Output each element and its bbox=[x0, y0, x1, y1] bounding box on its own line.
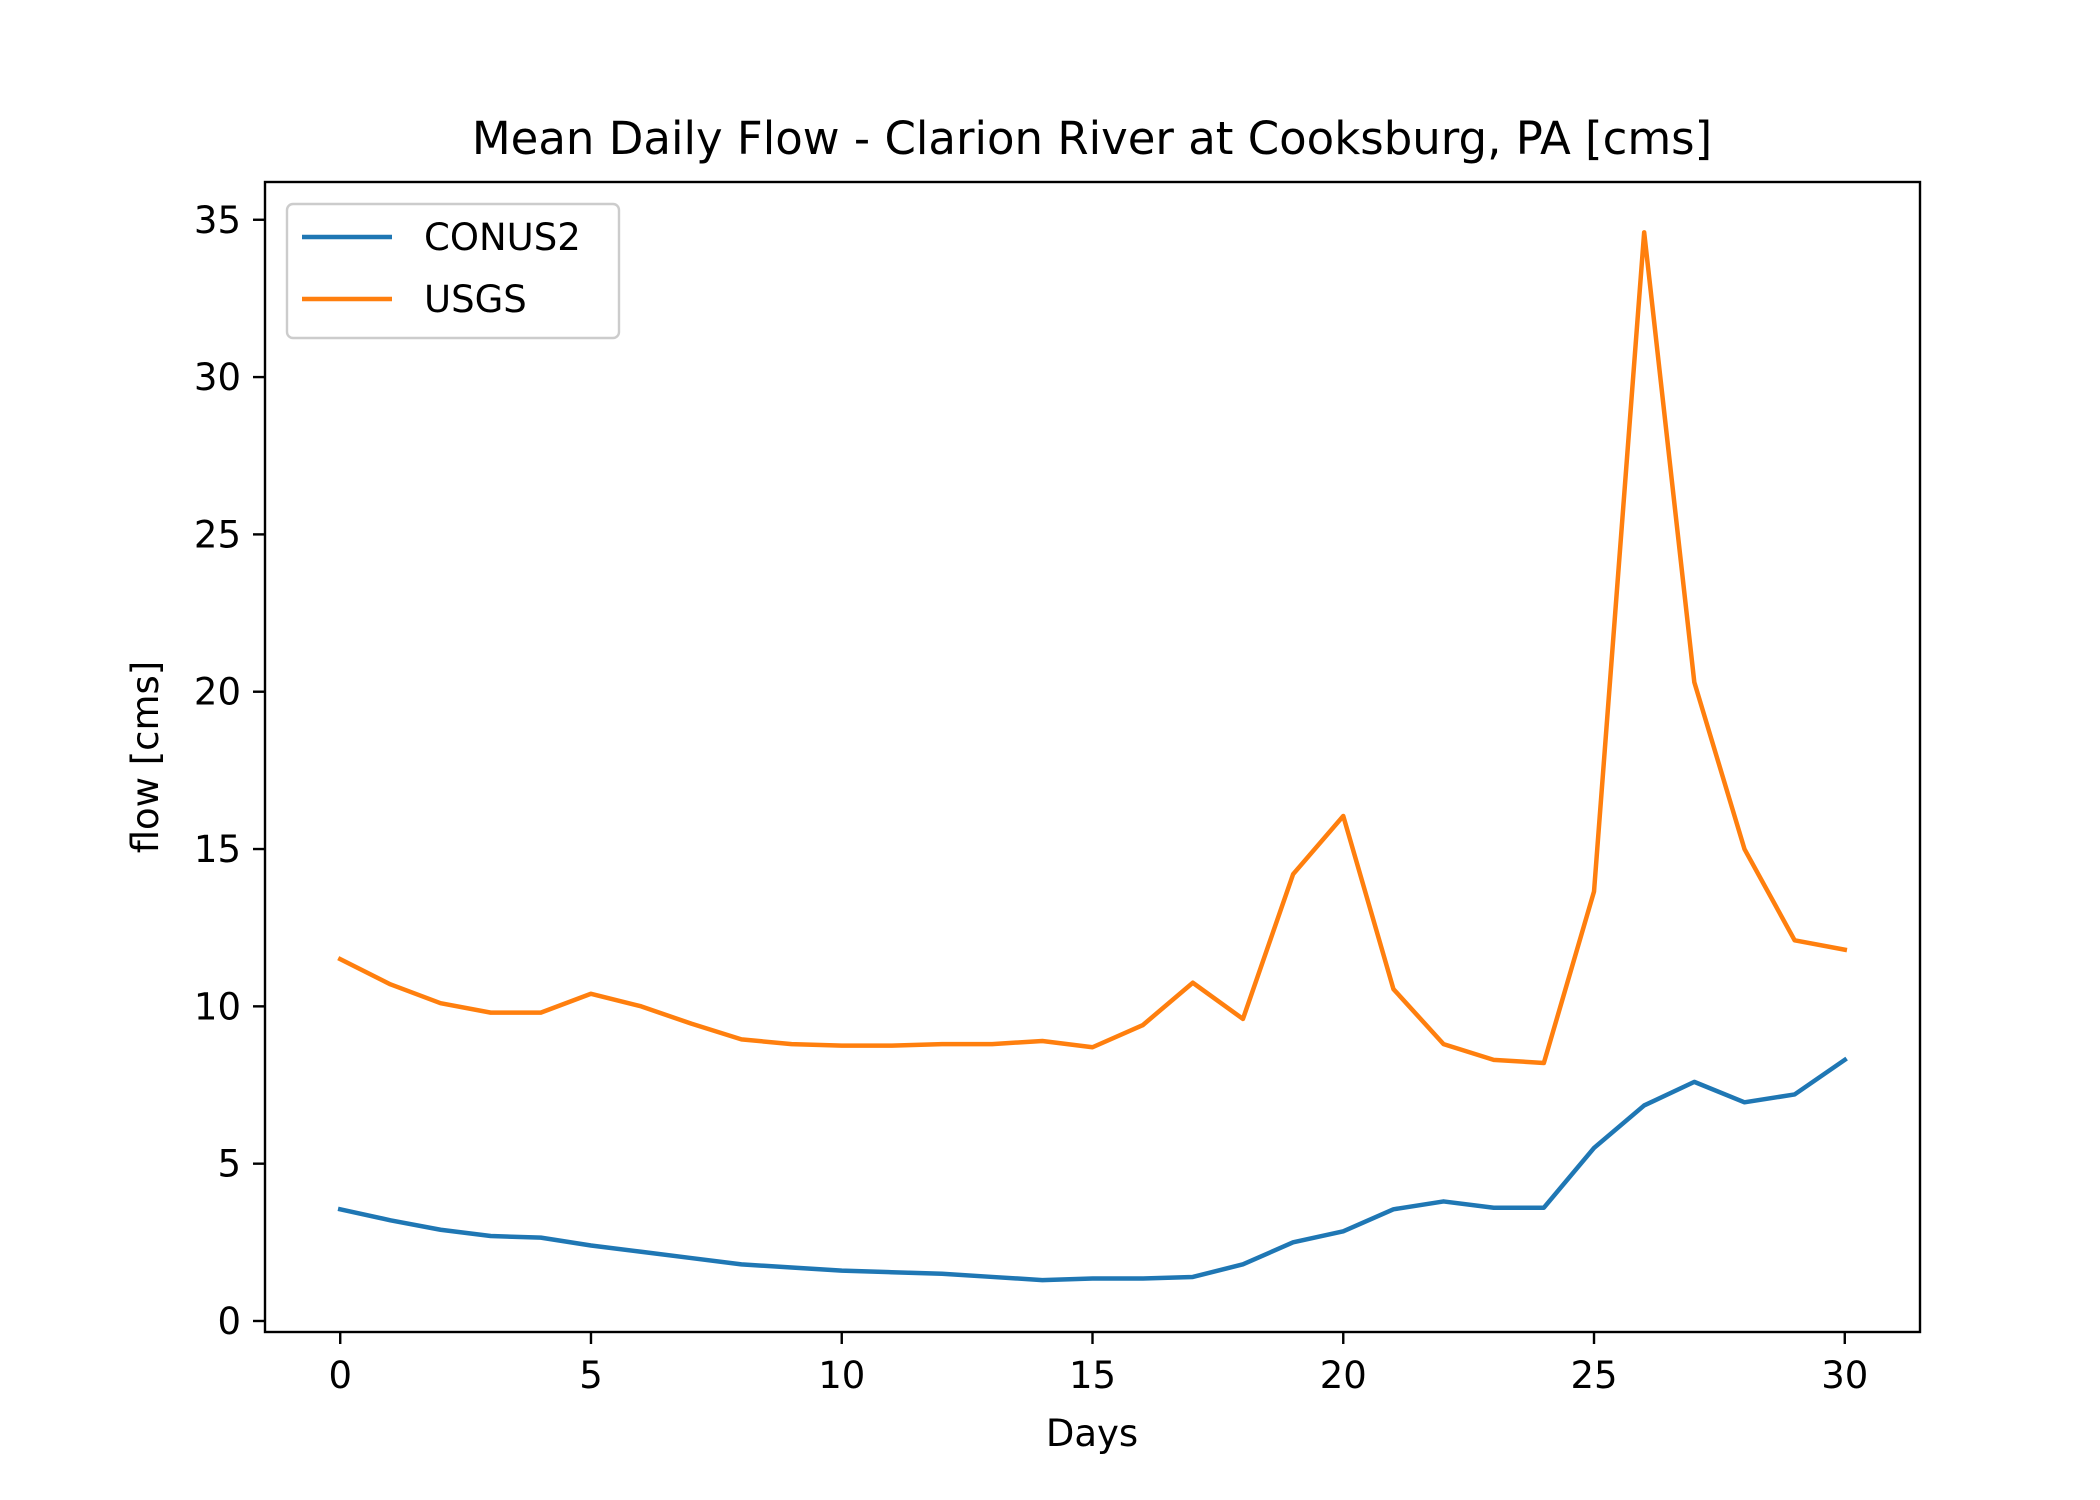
legend-label-conus2: CONUS2 bbox=[424, 216, 581, 259]
legend-label-usgs: USGS bbox=[424, 278, 527, 321]
legend: CONUS2 USGS bbox=[285, 202, 621, 340]
plot-area bbox=[337, 230, 1848, 1283]
y-tick-label: 0 bbox=[217, 1300, 241, 1343]
x-tick-label: 25 bbox=[1570, 1354, 1617, 1397]
y-tick-label: 25 bbox=[194, 513, 241, 556]
axis-ticks: 0 5 10 15 20 25 30 0 5 10 15 20 25 30 35 bbox=[194, 199, 1868, 1397]
x-axis-label: Days bbox=[1046, 1412, 1138, 1455]
y-tick-label: 35 bbox=[194, 199, 241, 242]
y-tick-label: 20 bbox=[194, 671, 241, 714]
series-line-usgs bbox=[337, 230, 1848, 1066]
x-tick-label: 5 bbox=[579, 1354, 603, 1397]
x-tick-label: 15 bbox=[1069, 1354, 1116, 1397]
x-tick-label: 0 bbox=[328, 1354, 352, 1397]
y-tick-label: 15 bbox=[194, 828, 241, 871]
x-tick-label: 20 bbox=[1320, 1354, 1367, 1397]
y-tick-label: 30 bbox=[194, 356, 241, 399]
y-axis-label: flow [cms] bbox=[124, 661, 167, 854]
y-tick-label: 10 bbox=[194, 985, 241, 1028]
plot-frame bbox=[263, 180, 1922, 1334]
x-tick-label: 30 bbox=[1821, 1354, 1868, 1397]
x-tick-label: 10 bbox=[818, 1354, 865, 1397]
y-tick-label: 5 bbox=[217, 1143, 241, 1186]
series-line-conus2 bbox=[337, 1056, 1848, 1283]
chart-title: Mean Daily Flow - Clarion River at Cooks… bbox=[472, 112, 1712, 165]
